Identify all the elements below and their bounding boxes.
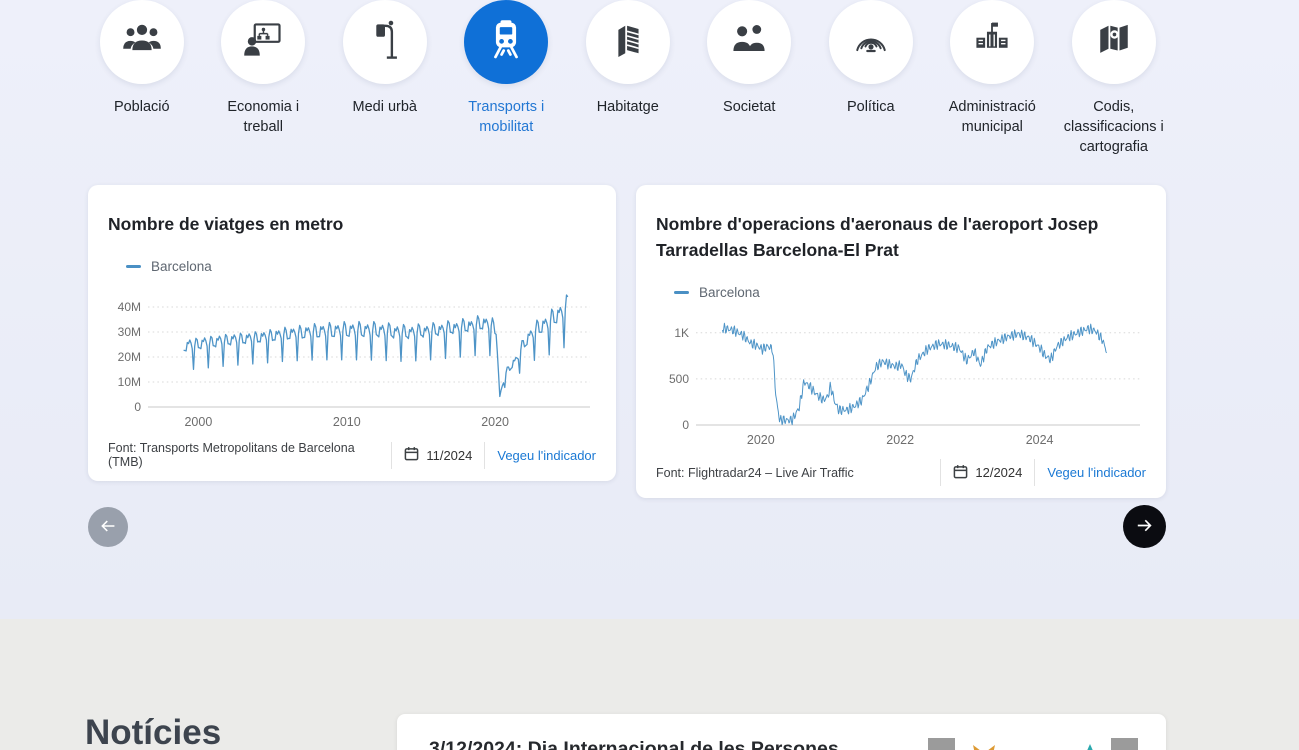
category-label: Habitatge (596, 99, 659, 115)
category-label: Economia i treball (227, 99, 300, 135)
category-circle (99, 0, 184, 84)
footer-divider (484, 441, 486, 469)
train-icon (484, 18, 528, 67)
svg-text:10M: 10M (118, 375, 141, 389)
indicator-cards-carousel: Nombre de viatges en metro Barcelona 0 10… (88, 185, 1166, 498)
category-poblacio[interactable]: Població (81, 0, 203, 157)
arrow-left-icon (97, 515, 119, 540)
building-icon (606, 18, 650, 67)
category-label: Política (846, 99, 895, 115)
card-footer: Font: Flightradar24 – Live Air Traffic 1… (656, 459, 1146, 486)
arrow-right-icon (1133, 514, 1156, 540)
news-section: Notícies 3/12/2024: Dia Internacional de… (0, 619, 1299, 750)
data-date: 12/2024 (953, 464, 1022, 482)
svg-text:0: 0 (682, 418, 689, 432)
small-tree-figure-shape (1081, 738, 1099, 750)
category-label: Administració municipal (948, 99, 1036, 135)
card-title: Nombre d'operacions d'aeronaus de l'aero… (656, 214, 1099, 260)
see-indicator-link[interactable]: Vegeu l'indicador (1047, 465, 1146, 480)
category-economia[interactable]: Economia i treball (203, 0, 325, 157)
news-card-title: 3/12/2024: Dia Internacional de les Pers… (429, 738, 839, 750)
category-label: Societat (723, 99, 776, 115)
svg-text:500: 500 (669, 372, 689, 386)
chart-legend: Barcelona (674, 285, 1146, 300)
gray-square-shape (928, 738, 955, 750)
town-hall-icon (970, 18, 1014, 67)
category-label: Transports i mobilitat (468, 99, 545, 135)
category-transports-selected[interactable]: Transports i mobilitat (446, 0, 568, 157)
svg-text:2024: 2024 (1026, 433, 1054, 447)
category-circle (828, 0, 913, 84)
category-label: Població (113, 99, 170, 115)
date-value: 11/2024 (426, 447, 473, 463)
economy-work-icon (241, 18, 285, 67)
svg-text:2020: 2020 (747, 433, 775, 447)
category-societat[interactable]: Societat (689, 0, 811, 157)
airport-chart: 0 500 1K 2020 2022 2024 (656, 312, 1146, 454)
population-icon (120, 18, 164, 67)
footer-divider (1034, 459, 1036, 486)
radiating-arcs-icon (849, 18, 893, 67)
calendar-icon (953, 464, 968, 482)
footer-divider (940, 459, 942, 486)
card-footer: Font: Transports Metropolitans de Barcel… (108, 441, 596, 469)
category-administracio[interactable]: Administració municipal (932, 0, 1054, 157)
legend-series-label: Barcelona (699, 285, 760, 300)
category-nav: Població Economia i treball (81, 0, 1175, 157)
source-label: Font: Transports Metropolitans de Barcel… (108, 441, 355, 469)
svg-text:30M: 30M (118, 325, 141, 339)
news-illustration (928, 738, 1138, 750)
svg-text:2022: 2022 (886, 433, 914, 447)
carousel-next-button[interactable] (1123, 505, 1166, 548)
category-circle (221, 0, 306, 84)
footer-divider (391, 441, 393, 469)
chart-legend: Barcelona (126, 259, 596, 274)
category-circle (464, 0, 549, 84)
legend-line-swatch (126, 265, 141, 268)
category-circle (585, 0, 670, 84)
svg-text:40M: 40M (118, 300, 141, 314)
news-card[interactable]: 3/12/2024: Dia Internacional de les Pers… (397, 714, 1166, 750)
svg-text:2020: 2020 (481, 415, 509, 429)
news-heading: Notícies (85, 713, 222, 750)
category-label: Medi urbà (352, 99, 417, 115)
category-politica[interactable]: Política (810, 0, 932, 157)
svg-text:1K: 1K (674, 326, 689, 340)
category-circle (950, 0, 1035, 84)
svg-text:20M: 20M (118, 350, 141, 364)
svg-text:2010: 2010 (333, 415, 361, 429)
teal-blob-shape (1013, 738, 1069, 750)
street-lamp-icon (363, 18, 407, 67)
metro-trips-card: Nombre de viatges en metro Barcelona 0 10… (88, 185, 616, 481)
indicators-section: Població Economia i treball (0, 0, 1299, 619)
card-title: Nombre de viatges en metro (108, 214, 344, 234)
svg-text:0: 0 (134, 400, 141, 414)
data-date: 11/2024 (404, 446, 472, 464)
category-label: Codis, classificacions i cartografia (1063, 99, 1164, 155)
map-icon (1092, 18, 1136, 67)
category-habitatge[interactable]: Habitatge (567, 0, 689, 157)
category-circle (342, 0, 427, 84)
category-circle (707, 0, 792, 84)
legend-series-label: Barcelona (151, 259, 212, 274)
category-medi-urba[interactable]: Medi urbà (324, 0, 446, 157)
gray-square-shape (1111, 738, 1138, 750)
airport-operations-card: Nombre d'operacions d'aeronaus de l'aero… (636, 185, 1166, 498)
people-pair-icon (727, 18, 771, 67)
metro-chart: 0 10M 20M 30M 40M 2000 2010 2020 (108, 286, 596, 436)
category-circle (1071, 0, 1156, 84)
carousel-prev-button[interactable] (88, 507, 128, 547)
date-value: 12/2024 (975, 465, 1023, 480)
legend-line-swatch (674, 291, 689, 294)
category-codis-cartografia[interactable]: Codis, classificacions i cartografia (1053, 0, 1175, 157)
svg-text:2000: 2000 (184, 415, 212, 429)
source-label: Font: Flightradar24 – Live Air Traffic (656, 465, 854, 480)
calendar-icon (404, 446, 419, 464)
see-indicator-link[interactable]: Vegeu l'indicador (497, 447, 596, 463)
orange-animal-shape (967, 738, 1001, 750)
